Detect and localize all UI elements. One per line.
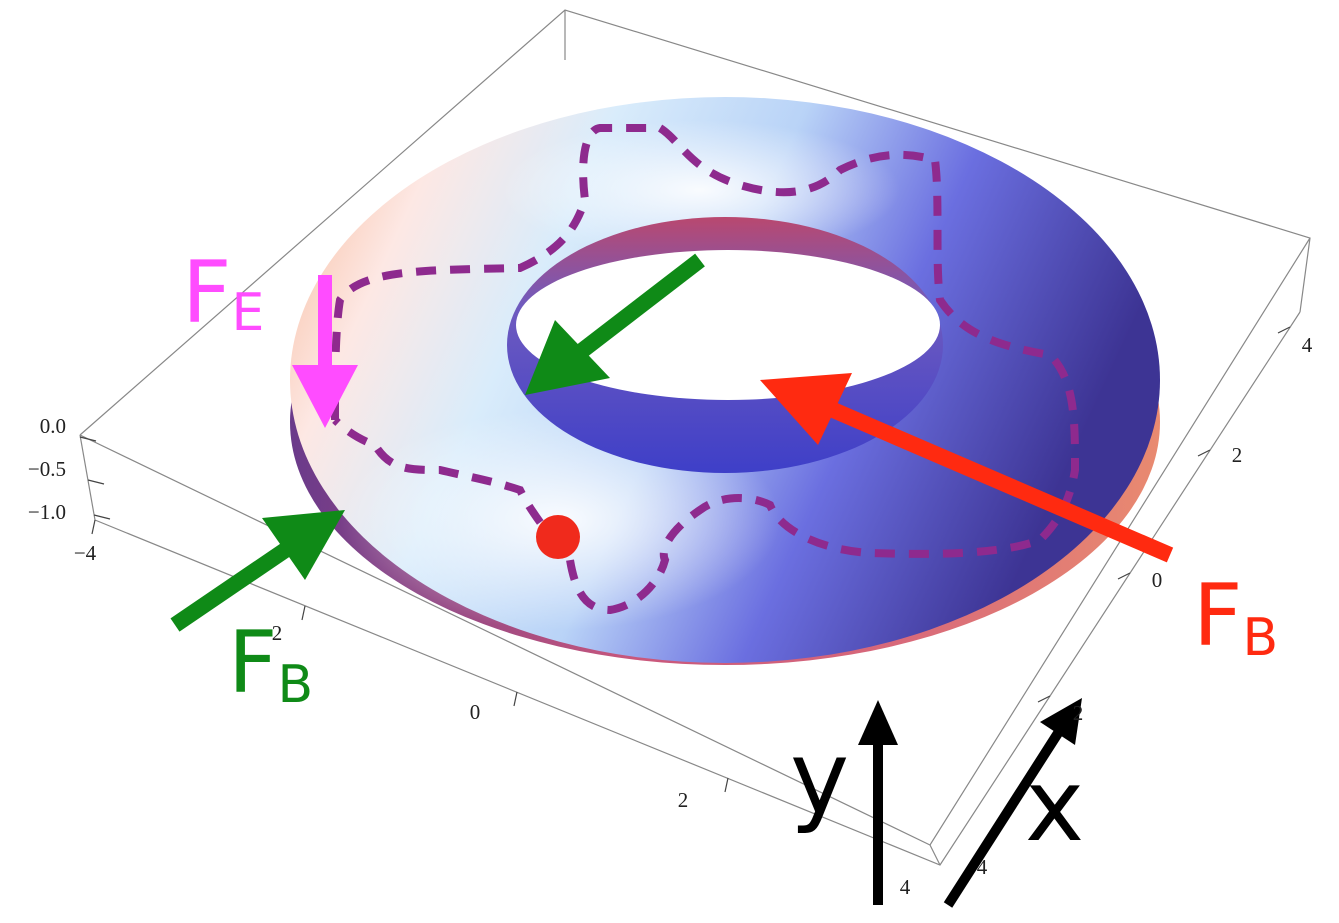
- force-label: FB: [228, 613, 313, 715]
- force-subscript: B: [1242, 608, 1278, 668]
- arrow-head: [292, 365, 358, 428]
- front-tick-label: 2: [678, 788, 689, 812]
- x-direction-label: x: [1025, 747, 1084, 864]
- torus-hole: [516, 250, 940, 400]
- force-subscript: E: [231, 283, 264, 343]
- arrow-head: [1040, 698, 1082, 745]
- arrow-head: [760, 373, 852, 445]
- tick-marks: [79, 326, 1291, 793]
- arrow-shaft: [170, 533, 305, 632]
- z-tick-label: −1.0: [28, 500, 66, 524]
- side-tick-label: 4: [977, 855, 988, 879]
- side-tick-label: 0: [1152, 568, 1163, 592]
- force-label: FB: [1193, 566, 1278, 668]
- arrow-head: [858, 700, 898, 745]
- force-subscript: B: [277, 655, 313, 715]
- arrow-shaft: [565, 253, 705, 367]
- side-tick-label: 4: [1302, 333, 1313, 357]
- trajectory: [331, 124, 1080, 615]
- arrow-head: [262, 510, 345, 580]
- front-tick-label: 0: [470, 700, 481, 724]
- force-label: FE: [182, 243, 264, 343]
- force-symbol: F: [182, 243, 231, 343]
- front-tick-label: −4: [74, 541, 97, 565]
- arrow-head: [525, 320, 610, 395]
- front-tick-label: 4: [900, 875, 911, 899]
- arrow-shaft: [943, 727, 1065, 908]
- y-direction-label: y: [790, 719, 849, 836]
- particle: [536, 515, 580, 559]
- side-tick-label: 2: [1073, 701, 1084, 725]
- arrow-shaft: [806, 392, 1174, 563]
- force-symbol: F: [1193, 566, 1242, 666]
- z-tick-label: 0.0: [40, 414, 66, 438]
- force-arrows: [170, 253, 1174, 908]
- torus: [290, 97, 1160, 665]
- side-tick-label: 2: [1232, 443, 1243, 467]
- force-symbol: F: [228, 613, 277, 713]
- z-tick-label: −0.5: [28, 457, 66, 481]
- front-tick-label: 2: [272, 621, 283, 645]
